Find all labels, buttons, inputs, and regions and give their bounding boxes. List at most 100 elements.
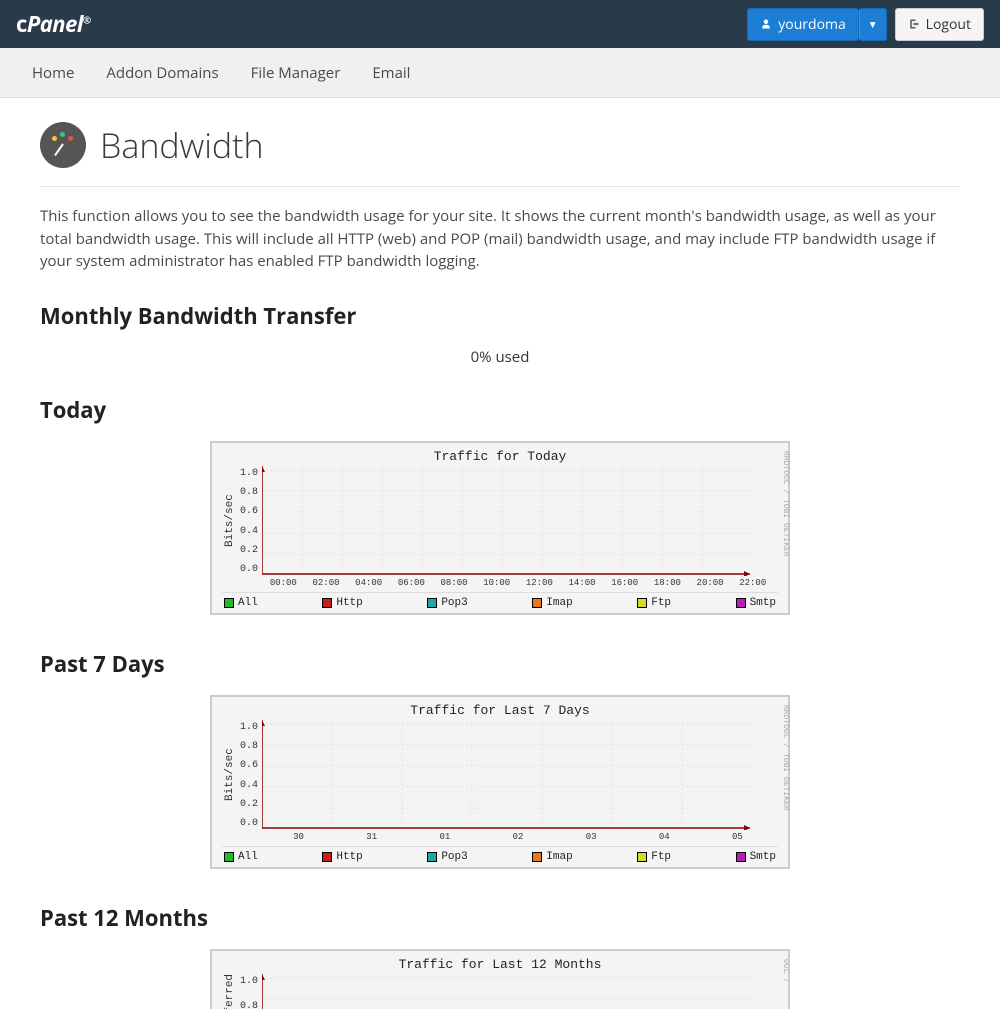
legend-item: Http: [322, 851, 362, 863]
xtick: 14:00: [561, 578, 604, 588]
today-chart-wrap: Traffic for Today Bits/sec 1.0 0.8 0.6 0…: [40, 441, 960, 615]
past7-chart-title: Traffic for Last 7 Days: [222, 703, 778, 718]
legend-item: Imap: [532, 851, 572, 863]
legend-swatch: [637, 852, 647, 862]
page-head: Bandwidth: [40, 122, 960, 187]
usage-text: 0% used: [40, 347, 960, 367]
page-title: Bandwidth: [100, 122, 264, 168]
ytick: 0.2: [240, 799, 258, 810]
legend-swatch: [224, 852, 234, 862]
logout-button[interactable]: Logout: [895, 8, 984, 41]
legend-item: Smtp: [736, 851, 776, 863]
user-button[interactable]: yourdoma: [747, 8, 858, 41]
nav: Home Addon Domains File Manager Email: [0, 48, 1000, 98]
nav-addon-domains[interactable]: Addon Domains: [90, 49, 234, 97]
legend-swatch: [427, 598, 437, 608]
past7-ylabel: Bits/sec: [222, 720, 238, 830]
ytick: 0.0: [240, 818, 258, 829]
legend-label: Imap: [546, 851, 572, 863]
xtick: 08:00: [433, 578, 476, 588]
ytick: 0.8: [240, 1001, 258, 1009]
legend-label: Http: [336, 597, 362, 609]
past7-plot: [262, 720, 778, 830]
xtick: 22:00: [731, 578, 774, 588]
monthly-heading: Monthly Bandwidth Transfer: [40, 301, 960, 331]
topbar: cPanel® yourdoma ▼ Logout: [0, 0, 1000, 48]
legend-label: Pop3: [441, 597, 467, 609]
past7-side-note: RRDTOOL / TOBI OETIKER: [781, 705, 790, 811]
logout-icon: [908, 18, 920, 30]
xtick: 16:00: [603, 578, 646, 588]
ytick: 1.0: [240, 722, 258, 733]
xtick: 02:00: [305, 578, 348, 588]
ytick: 0.4: [240, 780, 258, 791]
xtick: 04:00: [347, 578, 390, 588]
legend-label: Smtp: [750, 851, 776, 863]
legend-swatch: [224, 598, 234, 608]
xtick: 00:00: [262, 578, 305, 588]
past12-side-note: OOL /: [781, 959, 790, 983]
xtick: 05: [701, 832, 774, 842]
legend-item: Ftp: [637, 851, 671, 863]
nav-email[interactable]: Email: [356, 49, 426, 97]
intro-text: This function allows you to see the band…: [40, 205, 960, 273]
user-icon: [760, 18, 772, 30]
ytick: 0.6: [240, 506, 258, 517]
past7-yticks: 1.00.80.60.40.20.0: [238, 720, 262, 830]
legend-item: Http: [322, 597, 362, 609]
past7-heading: Past 7 Days: [40, 649, 960, 679]
today-chart: Traffic for Today Bits/sec 1.0 0.8 0.6 0…: [210, 441, 790, 615]
past12-heading: Past 12 Months: [40, 903, 960, 933]
legend-label: All: [238, 597, 258, 609]
today-plot: [262, 466, 778, 576]
legend-label: Http: [336, 851, 362, 863]
today-ylabel: Bits/sec: [222, 466, 238, 576]
legend-swatch: [427, 852, 437, 862]
legend-swatch: [736, 852, 746, 862]
today-legend: All Http Pop3 Imap Ftp Smtp: [222, 592, 778, 609]
nav-home[interactable]: Home: [16, 49, 90, 97]
legend-label: Ftp: [651, 597, 671, 609]
legend-label: All: [238, 851, 258, 863]
xtick: 06:00: [390, 578, 433, 588]
legend-swatch: [532, 598, 542, 608]
legend-label: Pop3: [441, 851, 467, 863]
legend-swatch: [532, 852, 542, 862]
legend-swatch: [637, 598, 647, 608]
xtick: 01: [408, 832, 481, 842]
today-xticks: 00:0002:0004:0006:0008:0010:0012:0014:00…: [222, 578, 778, 588]
today-chart-title: Traffic for Today: [222, 449, 778, 464]
legend-item: Pop3: [427, 851, 467, 863]
past7-plot-svg: [262, 720, 752, 830]
past12-yticks: 1.0 0.8: [238, 974, 262, 1009]
main-container: Bandwidth This function allows you to se…: [0, 98, 1000, 1033]
today-side-note: RRDTOOL / TOBI OETIKER: [781, 451, 790, 557]
xtick: 18:00: [646, 578, 689, 588]
logout-label: Logout: [926, 15, 971, 34]
ytick: 1.0: [240, 976, 258, 987]
ytick: 1.0: [240, 468, 258, 479]
today-yticks: 1.0 0.8 0.6 0.4 0.2 0.0: [238, 466, 262, 576]
ytick: 0.8: [240, 487, 258, 498]
legend-label: Smtp: [750, 597, 776, 609]
user-caret-button[interactable]: ▼: [859, 8, 887, 41]
past12-chart-title: Traffic for Last 12 Months: [222, 957, 778, 972]
xtick: 20:00: [689, 578, 732, 588]
legend-item: Smtp: [736, 597, 776, 609]
logo: cPanel®: [16, 9, 91, 39]
xtick: 31: [335, 832, 408, 842]
xtick: 02: [481, 832, 554, 842]
past12-plot-svg: [262, 974, 752, 1009]
xtick: 30: [262, 832, 335, 842]
past7-legend: All Http Pop3 Imap Ftp Smtp: [222, 846, 778, 863]
legend-label: Imap: [546, 597, 572, 609]
legend-item: Imap: [532, 597, 572, 609]
today-plot-svg: [262, 466, 752, 576]
nav-file-manager[interactable]: File Manager: [235, 49, 357, 97]
xtick: 12:00: [518, 578, 561, 588]
xtick: 03: [555, 832, 628, 842]
xtick: 10:00: [475, 578, 518, 588]
ytick: 0.0: [240, 564, 258, 575]
bandwidth-gauge-icon: [40, 122, 86, 168]
topbar-right: yourdoma ▼ Logout: [747, 8, 984, 41]
